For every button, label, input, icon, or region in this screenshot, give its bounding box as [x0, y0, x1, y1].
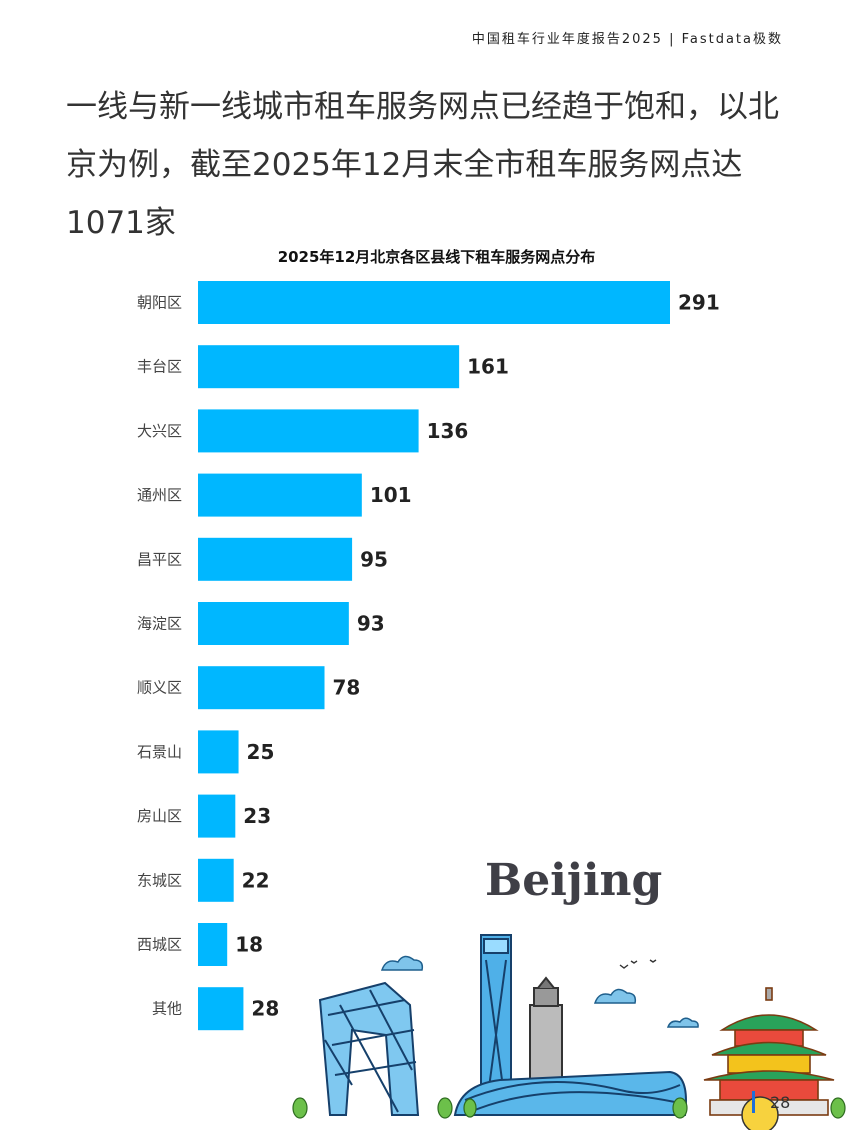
- bar: [198, 858, 234, 902]
- beijing-word: Beijing: [485, 855, 662, 906]
- category-label: 海淀区: [137, 615, 182, 633]
- bar: [198, 794, 236, 838]
- category-label: 大兴区: [137, 422, 182, 440]
- page-number: 28: [770, 1093, 791, 1112]
- stadium: [453, 1070, 687, 1116]
- bar-value-label: 23: [243, 804, 271, 828]
- bar-value-label: 93: [357, 612, 385, 636]
- category-label: 通州区: [137, 486, 182, 504]
- category-label: 昌平区: [137, 550, 182, 568]
- bar-value-label: 18: [235, 933, 263, 957]
- bar: [198, 537, 353, 581]
- bar: [198, 923, 228, 966]
- bar-value-label: 78: [333, 676, 361, 700]
- bar-value-label: 136: [427, 419, 469, 443]
- category-label: 房山区: [137, 807, 182, 825]
- bar: [198, 602, 349, 645]
- bar: [198, 987, 244, 1031]
- category-label: 朝阳区: [137, 294, 182, 312]
- birds-icon: [619, 959, 657, 969]
- category-label: 西城区: [137, 936, 182, 954]
- category-label: 顺义区: [137, 679, 182, 697]
- bar: [198, 409, 419, 453]
- bar-value-label: 95: [360, 547, 388, 571]
- category-label: 石景山: [137, 743, 182, 761]
- bar: [198, 666, 325, 710]
- bar: [198, 345, 460, 389]
- bar: [198, 281, 670, 324]
- bar-value-label: 25: [247, 740, 275, 764]
- category-label: 东城区: [137, 871, 182, 889]
- bar-value-label: 101: [370, 483, 412, 507]
- temple: [703, 987, 835, 1116]
- bar: [198, 730, 239, 774]
- page-marker: [752, 1091, 755, 1113]
- tree-icon: [292, 1097, 846, 1119]
- category-label: 丰台区: [137, 358, 182, 376]
- beijing-skyline-illustration: Beijing: [292, 855, 846, 1130]
- bar: [198, 473, 362, 517]
- bar-value-label: 28: [251, 997, 279, 1021]
- category-label: 其他: [152, 1000, 182, 1018]
- bar-value-label: 22: [242, 868, 270, 892]
- cctv-tower: [318, 981, 420, 1116]
- bar-value-label: 161: [467, 355, 509, 379]
- bar-value-label: 291: [678, 291, 720, 315]
- bar-chart: 朝阳区 291 丰台区 161 大兴区 136 通州区 101 昌平区 95 海淀区 93 顺义区 78 石…: [137, 281, 720, 1031]
- cloud-icon: [380, 955, 699, 1028]
- chart-title: 2025年12月北京各区县线下租车服务网点分布: [277, 248, 596, 266]
- sun-icon: [741, 1096, 779, 1130]
- report-brand: 中国租车行业年度报告2025 | Fastdata极数: [471, 32, 783, 47]
- page-headline: 一线与新一线城市租车服务网点已经趋于饱和，以北京为例，截至2025年12月末全市…: [66, 89, 779, 241]
